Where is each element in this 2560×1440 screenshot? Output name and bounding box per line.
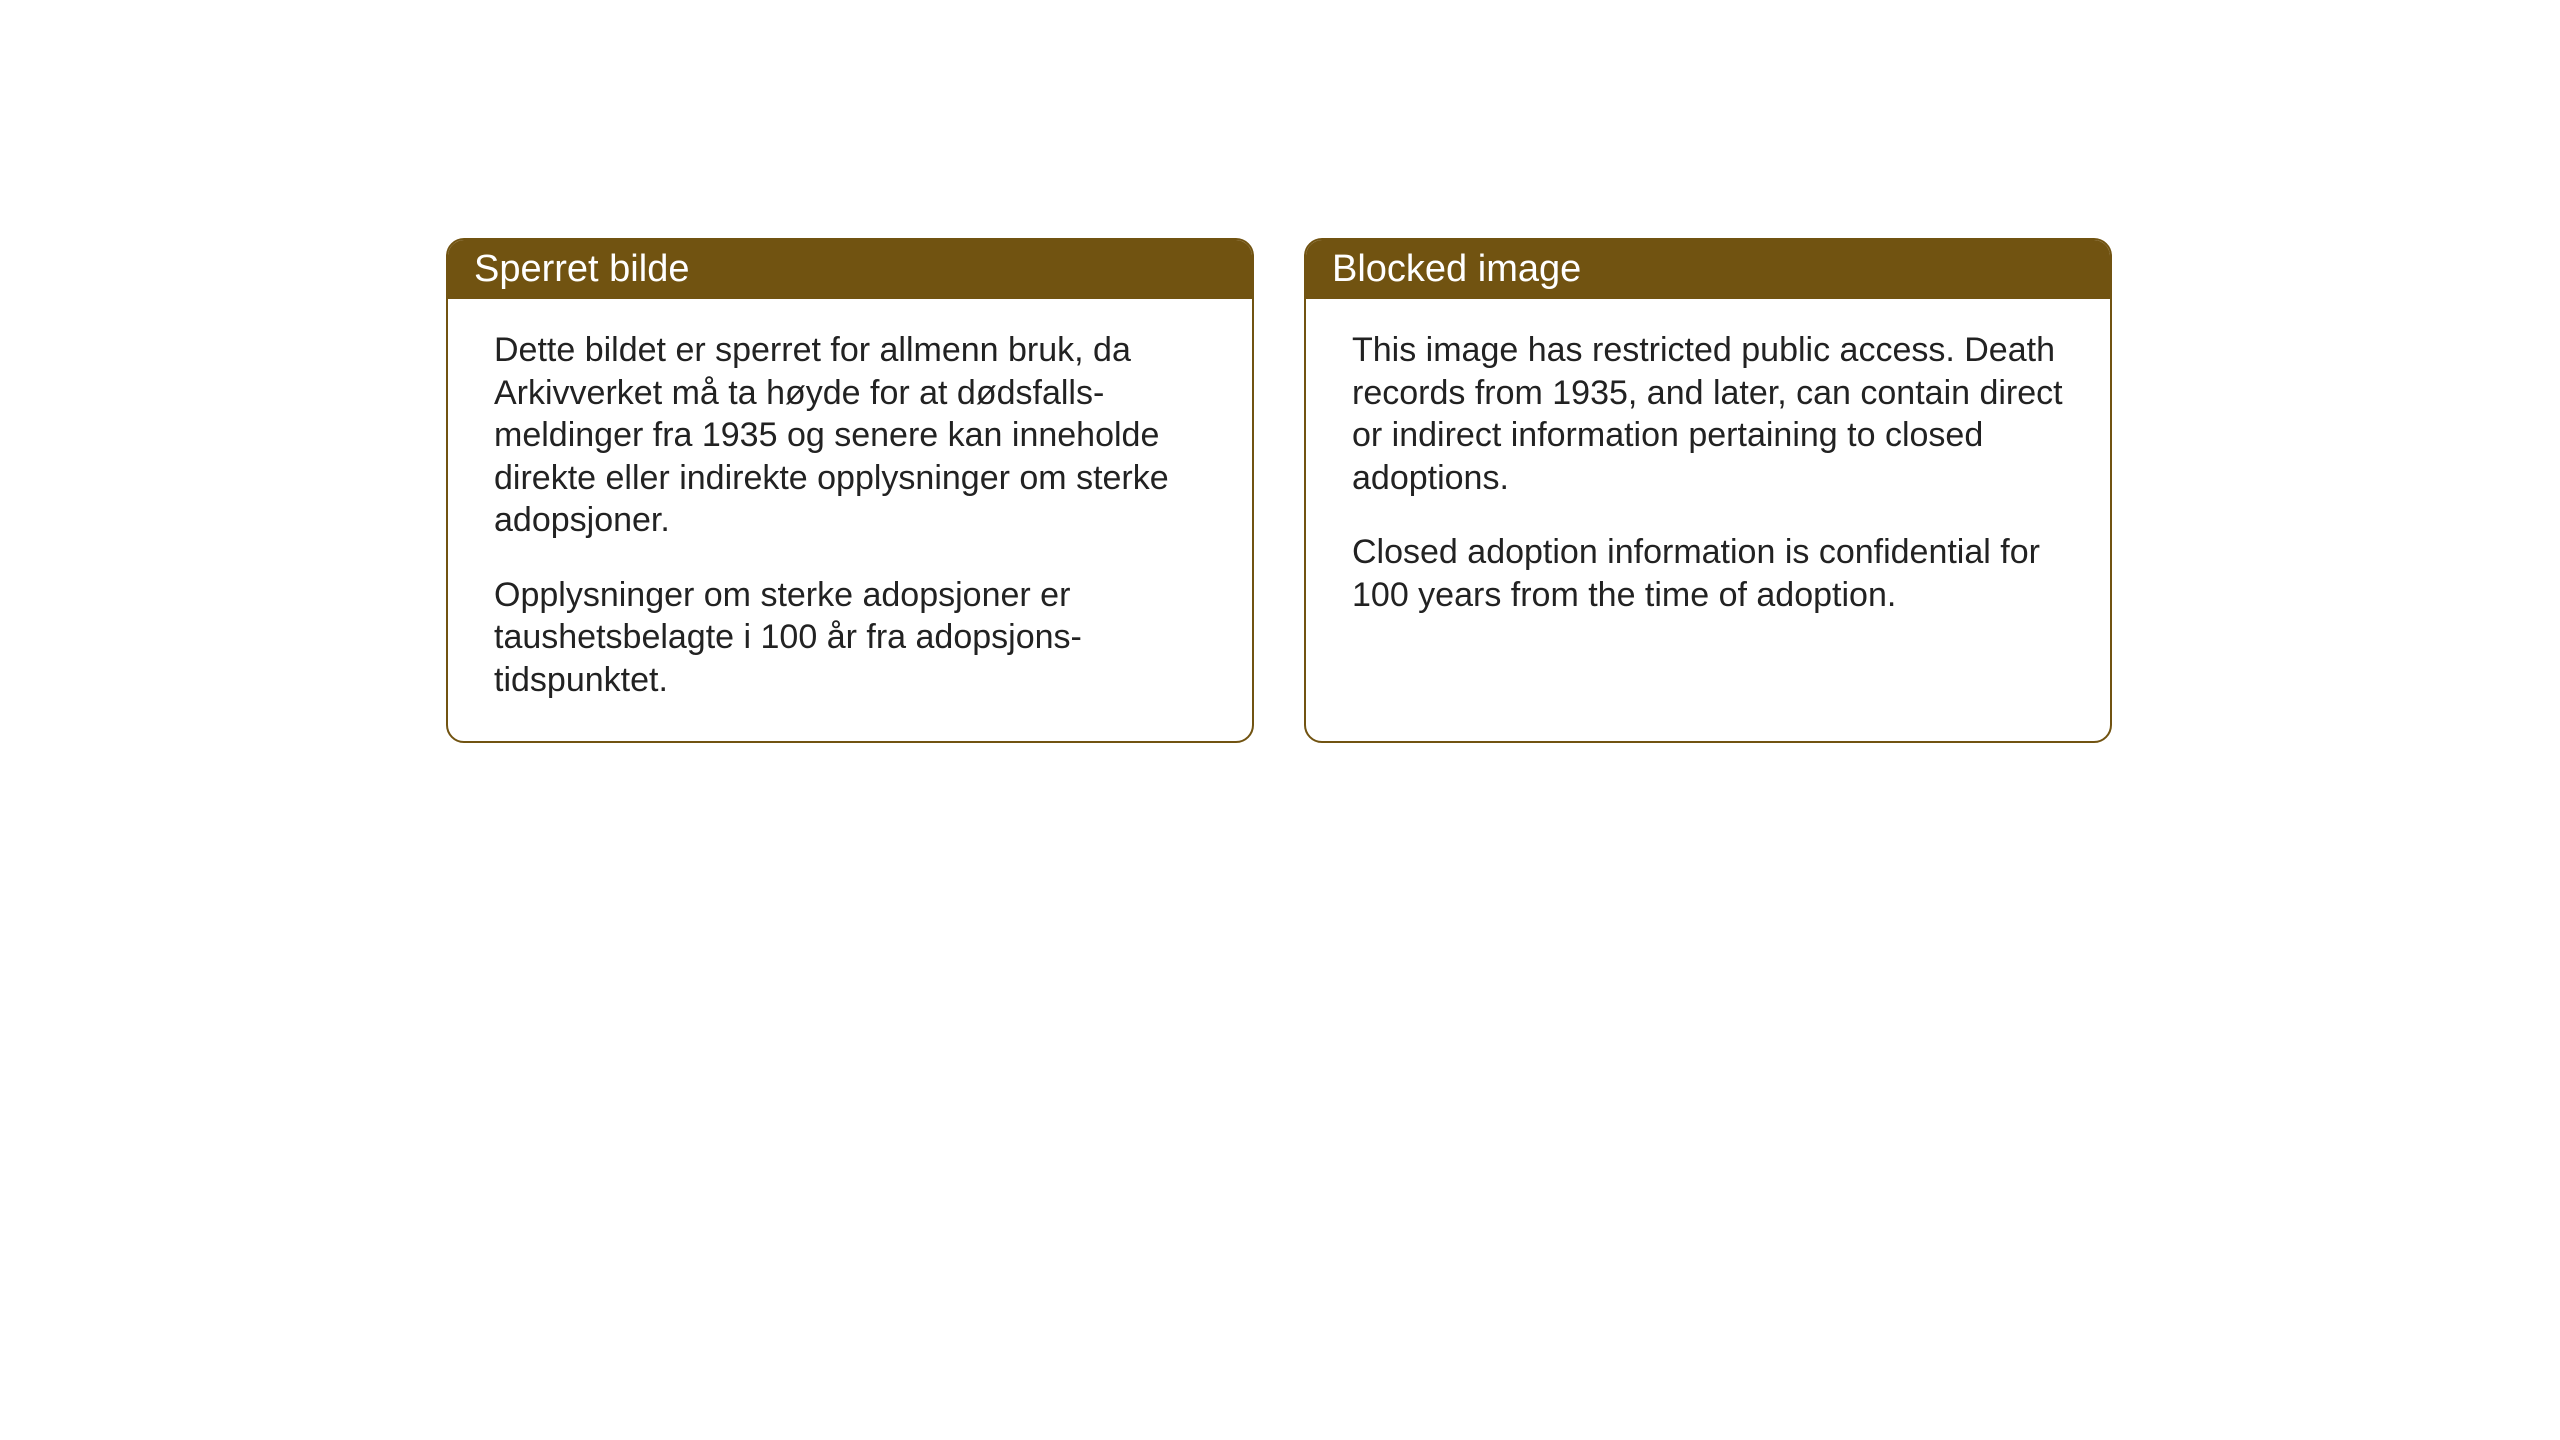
- notice-title-english: Blocked image: [1332, 248, 1581, 290]
- notice-paragraph-english-1: This image has restricted public access.…: [1352, 329, 2064, 499]
- notice-paragraph-norwegian-2: Opplysninger om sterke adopsjoner er tau…: [494, 574, 1206, 702]
- notice-paragraph-english-2: Closed adoption information is confident…: [1352, 531, 2064, 616]
- notice-paragraph-norwegian-1: Dette bildet er sperret for allmenn bruk…: [494, 329, 1206, 542]
- notice-body-english: This image has restricted public access.…: [1306, 299, 2110, 739]
- notice-box-english: Blocked image This image has restricted …: [1304, 238, 2112, 743]
- notice-header-norwegian: Sperret bilde: [448, 240, 1252, 299]
- notice-body-norwegian: Dette bildet er sperret for allmenn bruk…: [448, 299, 1252, 741]
- notice-title-norwegian: Sperret bilde: [474, 248, 689, 290]
- notice-header-english: Blocked image: [1306, 240, 2110, 299]
- notice-container: Sperret bilde Dette bildet er sperret fo…: [446, 238, 2112, 743]
- notice-box-norwegian: Sperret bilde Dette bildet er sperret fo…: [446, 238, 1254, 743]
